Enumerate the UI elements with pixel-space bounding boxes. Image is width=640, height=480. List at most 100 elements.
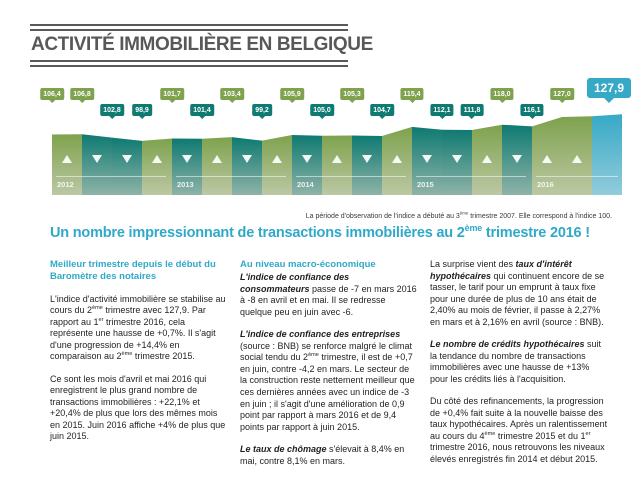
headline: Un nombre impressionnant de transactions…: [50, 223, 590, 241]
value-badge: 101,4: [190, 104, 214, 116]
arrow-up-icon: [152, 155, 162, 163]
value-badge: 105,0: [310, 104, 334, 116]
body-paragraph: Ce sont les mois d'avril et mai 2016 qui…: [50, 374, 228, 443]
value-badge: 101,7: [160, 88, 184, 100]
text-run: ème: [308, 352, 319, 359]
trend-arrows: [62, 155, 582, 163]
text-column-2: Au niveau macro-économique L'indice de co…: [240, 259, 418, 478]
emphasis-text: L'indice de confiance des entreprises: [240, 329, 401, 340]
text-run: trimestre, il est de +0,7 en juin, contr…: [240, 352, 415, 432]
arrow-down-icon: [422, 155, 432, 163]
text-run: trimestre avec 127,9. Par rapport au 1: [50, 305, 206, 327]
text-run: ème: [484, 430, 496, 437]
arrow-up-icon: [572, 155, 582, 163]
arrow-down-icon: [512, 155, 522, 163]
title-rule-top: [30, 24, 348, 31]
column-subhead: Meilleur trimestre depuis le début du Ba…: [50, 259, 216, 283]
text-run: s'élevait à 8,4% en mai, contre 8,1% en …: [240, 444, 405, 466]
arrow-up-icon: [272, 155, 282, 163]
emphasis-text: taux d'intérêt hypothécaires: [430, 259, 572, 281]
value-badge: 127,0: [550, 88, 574, 100]
title-rule-bottom: [30, 60, 348, 67]
svg-text:2014: 2014: [297, 180, 315, 189]
text-run: qui continuent encore de se tasser, le t…: [430, 270, 605, 327]
text-run: passe de -7 en mars 2016 à -8 en avril e…: [240, 283, 417, 317]
svg-text:2016: 2016: [537, 180, 554, 189]
arrow-up-icon: [62, 155, 72, 163]
value-badge: 106,8: [70, 88, 94, 100]
body-paragraph: L'indice de confiance des entreprises (s…: [240, 329, 418, 433]
value-badge: 105,3: [340, 88, 364, 100]
value-badge: 112,1: [430, 104, 454, 116]
text-column-1: Meilleur trimestre depuis le début du Ba…: [50, 259, 228, 454]
text-run: (source : BNB) se renforce malgré le cli…: [240, 340, 413, 363]
value-badge: 115,4: [400, 88, 424, 100]
arrow-up-icon: [542, 155, 552, 163]
body-paragraph: La surprise vient des taux d'intérêt hyp…: [430, 259, 608, 328]
body-paragraph: L'indice de confiance des consommateurs …: [240, 272, 418, 318]
text-run: ème: [459, 210, 469, 216]
page-header: ACTIVITÉ IMMOBILIÈRE EN BELGIQUE: [30, 24, 373, 67]
value-badge: 104,7: [370, 104, 394, 116]
text-column-3: La surprise vient des taux d'intérêt hyp…: [430, 259, 608, 476]
svg-text:2015: 2015: [417, 180, 434, 189]
barometer-area-chart: 2012 2013 2014 2015 2016 106,4 106,8 102,8 98,9 1…: [32, 76, 632, 208]
value-badge: 99,2: [252, 104, 272, 116]
chart-footnote: La période d'observation de l'indice a d…: [305, 210, 612, 220]
value-badge: 116,1: [520, 104, 544, 116]
text-run: er: [98, 316, 104, 323]
text-run: L'indice d'activité immobilière se stabi…: [50, 293, 226, 316]
arrow-down-icon: [92, 155, 102, 163]
text-run: trimestre 2015.: [132, 351, 195, 362]
text-run: suit la tendance du nombre de transactio…: [430, 339, 602, 384]
arrow-down-icon: [242, 155, 252, 163]
text-run: ème: [121, 351, 133, 358]
text-run: trimestre 2015 et du 1: [495, 430, 586, 441]
value-badge: 106,4: [40, 88, 64, 100]
arrow-up-icon: [332, 155, 342, 163]
year-labels: 2012 2013 2014 2015 2016: [56, 176, 618, 189]
text-run: trimestre 2007. Elle correspond à l'indi…: [468, 213, 612, 220]
text-run: ème: [464, 223, 483, 234]
emphasis-text: Le nombre de crédits hypothécaires: [430, 339, 585, 350]
text-run: Du côté des refinancements, la progressi…: [430, 396, 608, 441]
text-run: ème: [92, 305, 103, 312]
emphasis-text: L'indice de confiance des consommateurs: [240, 272, 350, 294]
text-run: Ce sont les mois d'avril et mai 2016 qui…: [50, 373, 226, 442]
value-badge: 103,4: [220, 88, 244, 100]
text-run: Un nombre impressionnant de transactions…: [50, 225, 465, 241]
text-run: er: [585, 430, 591, 437]
arrow-up-icon: [392, 155, 402, 163]
page-title: ACTIVITÉ IMMOBILIÈRE EN BELGIQUE: [31, 34, 373, 55]
arrow-down-icon: [122, 155, 132, 163]
highlight-value-badge: 127,9: [586, 78, 632, 98]
emphasis-text: Le taux de chômage: [240, 444, 327, 455]
value-badge: 98,9: [132, 104, 152, 116]
text-run: trimestre 2016 !: [482, 225, 590, 241]
value-badge: 118,0: [490, 88, 514, 100]
svg-text:2012: 2012: [57, 180, 74, 189]
arrow-down-icon: [362, 155, 372, 163]
text-run: La surprise vient des: [430, 259, 516, 269]
arrow-down-icon: [302, 155, 312, 163]
body-paragraph: Le nombre de crédits hypothécaires suit …: [430, 339, 608, 385]
value-badge: 111,8: [460, 104, 484, 116]
arrow-down-icon: [182, 155, 192, 163]
body-paragraph: Le taux de chômage s'élevait à 8,4% en m…: [240, 444, 418, 467]
arrow-up-icon: [212, 155, 222, 163]
value-badge: 105,9: [280, 88, 304, 100]
column-subhead: Au niveau macro-économique: [240, 259, 376, 270]
body-paragraph: Du côté des refinancements, la progressi…: [430, 396, 608, 465]
arrow-down-icon: [452, 155, 462, 163]
quarter-bands: [52, 114, 622, 195]
value-badge: 102,8: [100, 104, 124, 116]
svg-text:2013: 2013: [177, 180, 194, 189]
body-paragraph: L'indice d'activité immobilière se stabi…: [50, 294, 228, 363]
text-run: trimestre 2016, cela représente une haus…: [50, 316, 216, 362]
text-run: trimestre 2016, nous retrouvons les nive…: [430, 442, 605, 464]
text-run: La période d'observation de l'indice a d…: [305, 213, 460, 220]
current-quarter-band: [592, 114, 622, 195]
arrow-up-icon: [482, 155, 492, 163]
area-chart-svg: 2012 2013 2014 2015 2016: [52, 114, 622, 195]
